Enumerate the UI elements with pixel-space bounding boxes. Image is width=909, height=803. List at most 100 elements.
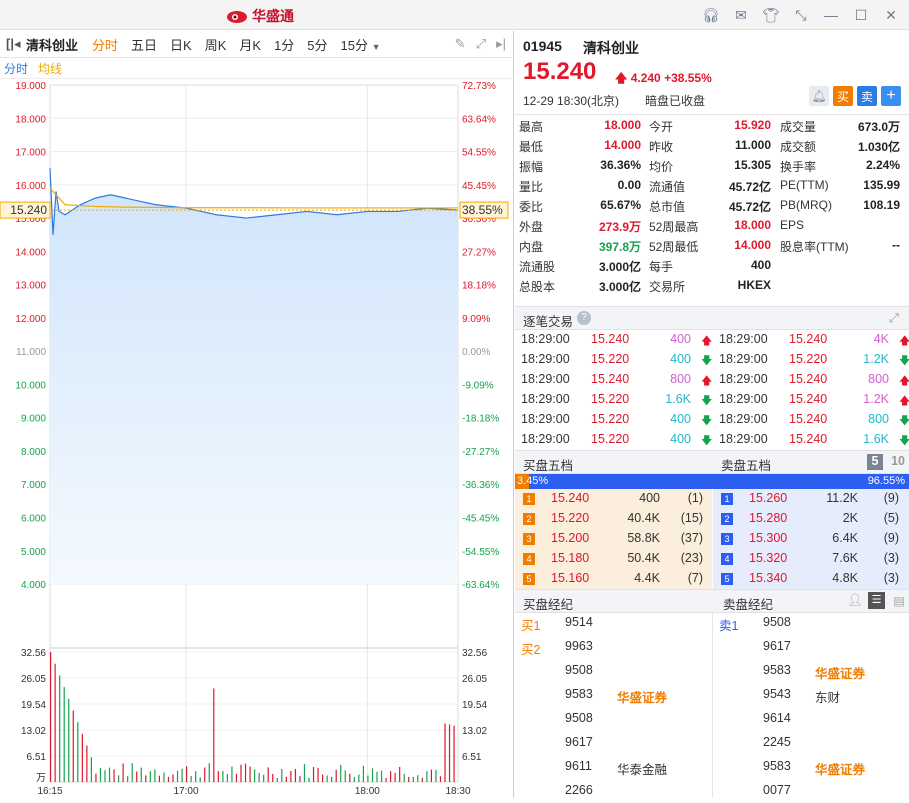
tab-daily-k[interactable]: 日K <box>170 37 192 53</box>
trade-price: 15.220 <box>591 352 630 366</box>
orderbook-header: 买盘五档 卖盘五档 5 10 <box>515 450 909 474</box>
percent-tick-label: 9.09% <box>462 314 490 325</box>
mail-icon[interactable]: ✉︎ <box>735 6 747 23</box>
up-arrow-icon: 🡅 <box>899 375 909 387</box>
volume-bar <box>399 766 401 782</box>
maximize-button[interactable]: ☐ <box>854 6 868 23</box>
stat-label: 最高 <box>519 120 544 134</box>
ask-level-badge: 2 <box>721 513 733 525</box>
tab-1min[interactable]: 1分 <box>274 37 295 53</box>
stat-value: 673.0万 <box>857 120 900 134</box>
current-price-label: 15.240 <box>10 203 47 217</box>
volume-bar <box>240 764 242 782</box>
volume-bar <box>86 745 88 782</box>
indicator-timeshare[interactable]: 分时 <box>4 61 29 76</box>
stat-label: 总市值 <box>649 200 686 214</box>
bid-volume: 400 <box>639 491 660 505</box>
volume-bar <box>371 768 374 782</box>
sell-button[interactable]: 卖 <box>857 86 877 106</box>
price-tick-label: 7.000 <box>21 480 46 491</box>
shirt-icon[interactable]: 👕︎ <box>762 6 780 23</box>
time-tick-label: 18:30 <box>445 786 470 797</box>
indicator-avg-line[interactable]: 均线 <box>38 61 63 76</box>
bid-broker-id: 9617 <box>565 735 593 749</box>
bid-broker-id: 9963 <box>565 639 593 653</box>
stock-code: 01945 <box>523 38 562 54</box>
bid-orders: (15) <box>680 511 703 525</box>
sidebar-collapse-icon[interactable]: ▸| <box>496 36 506 51</box>
stat-value: 65.67% <box>600 198 641 212</box>
bid-broker-level: 买1 <box>521 619 541 633</box>
stat-value: 18.000 <box>604 118 641 132</box>
bid-price: 15.180 <box>551 551 590 565</box>
trade-qty: 800 <box>868 372 889 386</box>
volume-tick-label: 13.02 <box>21 726 46 737</box>
tab-timeshare[interactable]: 分时 <box>92 37 119 53</box>
chevron-down-icon: ▼ <box>371 41 381 52</box>
levels-10-button[interactable]: 10 <box>891 454 905 468</box>
percent-tick-label: 72.73% <box>462 81 496 92</box>
volume-bar <box>99 767 102 782</box>
stat-value: 45.72亿 <box>728 180 771 194</box>
stat-value: 135.99 <box>863 178 900 192</box>
bell-icon[interactable]: 🔔︎ <box>809 86 829 106</box>
volume-bar <box>63 687 65 782</box>
up-arrow-icon: 🡅 <box>615 71 628 85</box>
volume-bar <box>149 771 151 782</box>
person-icon[interactable]: 👤︎ <box>847 593 863 607</box>
levels-5-button[interactable]: 5 <box>867 454 883 470</box>
trade-time: 18:29:00 <box>719 432 768 446</box>
percent-tick-label: -18.18% <box>462 414 499 425</box>
pencil-icon[interactable]: ✎ <box>454 36 466 51</box>
grid-view-icon[interactable]: ▤ <box>893 594 905 608</box>
help-icon[interactable]: ? <box>577 311 591 325</box>
bid-broker-name: 华泰金融 <box>617 763 668 777</box>
trade-qty: 1.2K <box>863 352 889 366</box>
buy-button[interactable]: 买 <box>833 86 853 106</box>
bid-broker-id: 9514 <box>565 615 593 629</box>
sidebar-toggle-icon[interactable]: [|◂ <box>6 36 21 51</box>
volume-bar <box>154 769 156 782</box>
trade-qty: 400 <box>670 332 691 346</box>
minimize-button[interactable]: — <box>824 7 838 23</box>
down-arrow-icon: 🡇 <box>701 395 713 407</box>
bid-broker-title: 买盘经纪 <box>523 598 574 612</box>
trade-qty: 1.6K <box>665 392 691 406</box>
expand-icon[interactable]: ⤢ <box>475 36 487 51</box>
price-tick-label: 10.000 <box>15 380 46 391</box>
tab-5min[interactable]: 5分 <box>307 37 328 53</box>
title-bar: 华盛通 🎧︎ ✉︎ 👕︎ ⤡ — ☐ ✕ <box>0 0 909 30</box>
price-tick-label: 11.000 <box>16 347 46 358</box>
logo-icon <box>227 11 247 23</box>
volume-bar <box>122 763 124 782</box>
volume-bar <box>312 767 315 782</box>
tab-weekly-k[interactable]: 周K <box>204 37 227 53</box>
headset-icon[interactable]: 🎧︎ <box>702 6 720 23</box>
tab-monthly-k[interactable]: 月K <box>239 37 262 53</box>
percent-tick-label: -9.09% <box>462 380 494 391</box>
market-status: 暗盘已收盘 <box>645 94 706 108</box>
volume-bar <box>276 777 278 782</box>
trades-title: 逐笔交易 <box>523 315 574 329</box>
volume-bar <box>299 776 301 782</box>
ask-price: 15.340 <box>749 571 788 585</box>
volume-bar <box>90 757 92 782</box>
expand-trades-icon[interactable]: ⤢ <box>888 311 899 325</box>
volume-bar <box>77 722 79 782</box>
book-divider <box>712 489 713 589</box>
volume-bar <box>208 763 210 782</box>
close-button[interactable]: ✕ <box>885 6 897 23</box>
tab-5day[interactable]: 五日 <box>131 37 158 53</box>
volume-tick-label-right: 19.54 <box>462 700 487 711</box>
trade-price: 15.220 <box>591 432 630 446</box>
tab-15min[interactable]: 15分 ▼ <box>341 35 381 54</box>
add-watchlist-button[interactable]: + <box>881 86 901 106</box>
price-tick-label: 18.000 <box>15 114 46 125</box>
timeshare-chart[interactable]: 19.000 72.73% 18.000 63.64% 17.000 54.55% 16.0… <box>0 79 514 798</box>
list-view-icon[interactable]: ☰ <box>868 592 885 609</box>
collapse-icon[interactable]: ⤡ <box>795 6 807 23</box>
stat-label: 昨收 <box>649 140 674 154</box>
volume-bar <box>408 776 410 782</box>
ask-volume: 2K <box>842 511 858 525</box>
stat-label: 股息率(TTM) <box>780 240 849 254</box>
